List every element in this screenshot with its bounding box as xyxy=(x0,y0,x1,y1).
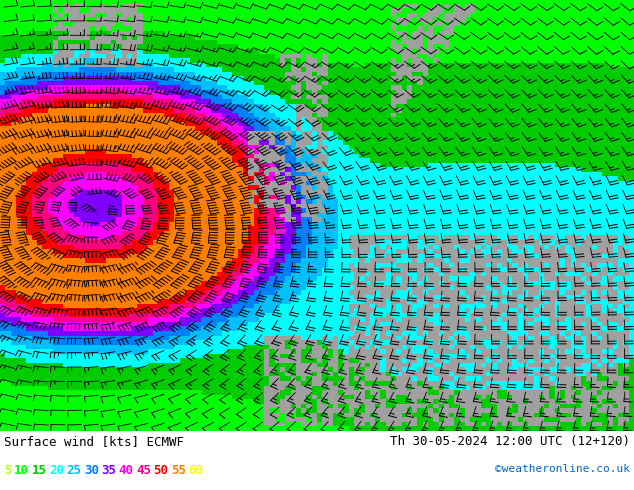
Text: 40: 40 xyxy=(119,464,134,477)
Text: 5: 5 xyxy=(4,464,11,477)
Text: 15: 15 xyxy=(32,464,47,477)
Text: Th 30-05-2024 12:00 UTC (12+120): Th 30-05-2024 12:00 UTC (12+120) xyxy=(390,435,630,448)
Text: 55: 55 xyxy=(171,464,186,477)
Text: 25: 25 xyxy=(67,464,81,477)
Text: 45: 45 xyxy=(136,464,151,477)
Text: ©weatheronline.co.uk: ©weatheronline.co.uk xyxy=(495,464,630,474)
Text: 50: 50 xyxy=(153,464,169,477)
Text: 20: 20 xyxy=(49,464,64,477)
Text: 35: 35 xyxy=(101,464,116,477)
Text: 60: 60 xyxy=(188,464,204,477)
Text: Surface wind [kts] ECMWF: Surface wind [kts] ECMWF xyxy=(4,435,184,448)
Text: 30: 30 xyxy=(84,464,99,477)
Text: 10: 10 xyxy=(14,464,29,477)
